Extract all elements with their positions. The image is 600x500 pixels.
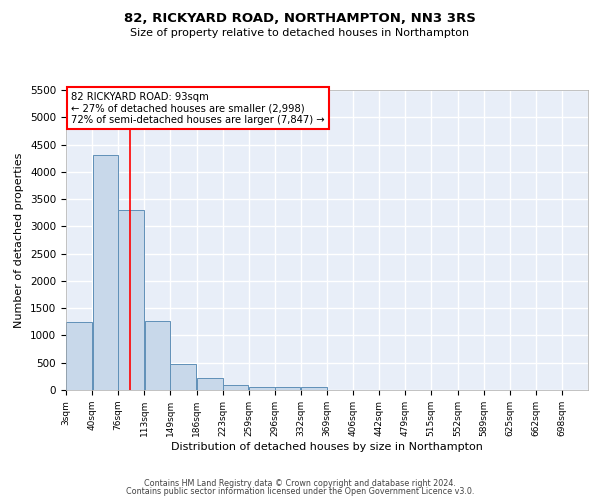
Text: 82, RICKYARD ROAD, NORTHAMPTON, NN3 3RS: 82, RICKYARD ROAD, NORTHAMPTON, NN3 3RS <box>124 12 476 26</box>
Text: 82 RICKYARD ROAD: 93sqm
← 27% of detached houses are smaller (2,998)
72% of semi: 82 RICKYARD ROAD: 93sqm ← 27% of detache… <box>71 92 325 124</box>
Bar <box>223 386 248 390</box>
Bar <box>92 156 118 390</box>
Bar <box>118 210 144 390</box>
Text: Contains public sector information licensed under the Open Government Licence v3: Contains public sector information licen… <box>126 487 474 496</box>
X-axis label: Distribution of detached houses by size in Northampton: Distribution of detached houses by size … <box>171 442 483 452</box>
Bar <box>145 320 170 390</box>
Text: Size of property relative to detached houses in Northampton: Size of property relative to detached ho… <box>130 28 470 38</box>
Y-axis label: Number of detached properties: Number of detached properties <box>14 152 25 328</box>
Bar <box>66 322 92 390</box>
Text: Contains HM Land Registry data © Crown copyright and database right 2024.: Contains HM Land Registry data © Crown c… <box>144 478 456 488</box>
Bar <box>301 387 327 390</box>
Bar <box>170 364 196 390</box>
Bar <box>275 387 301 390</box>
Bar <box>249 387 275 390</box>
Bar <box>197 378 223 390</box>
